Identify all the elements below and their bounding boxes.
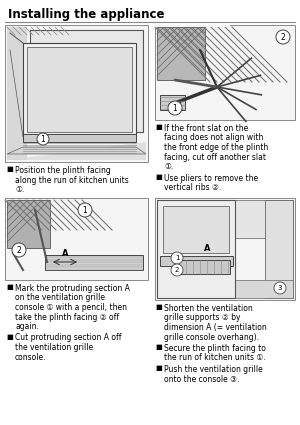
Text: ①.: ①.	[164, 162, 173, 171]
Text: 1: 1	[175, 255, 179, 261]
Text: ①.: ①.	[15, 185, 24, 194]
Text: 3: 3	[278, 285, 282, 291]
Bar	[45, 255, 143, 270]
Text: Mark the protruding section A: Mark the protruding section A	[15, 284, 130, 293]
Bar	[5, 198, 148, 280]
Text: 2: 2	[16, 246, 21, 255]
Text: Secure the plinth facing to: Secure the plinth facing to	[164, 344, 266, 353]
Bar	[27, 47, 132, 132]
Text: ■: ■	[155, 365, 162, 371]
Text: again.: again.	[15, 322, 39, 331]
Text: the ventilation grille: the ventilation grille	[15, 343, 93, 352]
Text: on the ventilation grille: on the ventilation grille	[15, 294, 105, 303]
Text: ■: ■	[6, 166, 13, 172]
Bar	[7, 200, 50, 248]
Text: along the run of kitchen units: along the run of kitchen units	[15, 176, 129, 184]
Bar	[5, 25, 148, 162]
Circle shape	[168, 101, 182, 115]
Text: 2: 2	[280, 32, 285, 42]
Text: ■: ■	[155, 304, 162, 310]
Text: facing does not align with: facing does not align with	[164, 133, 263, 142]
Circle shape	[12, 243, 26, 257]
Text: grille supports ② by: grille supports ② by	[164, 314, 241, 323]
Bar	[160, 256, 233, 266]
Text: A: A	[62, 249, 68, 258]
Circle shape	[37, 133, 49, 145]
Bar	[23, 134, 136, 142]
Bar	[265, 200, 293, 298]
Text: Use pliers to remove the: Use pliers to remove the	[164, 173, 258, 182]
Polygon shape	[7, 142, 146, 160]
Text: A: A	[204, 244, 210, 253]
Text: 1: 1	[172, 104, 177, 113]
Bar	[157, 200, 293, 238]
Bar	[160, 95, 185, 110]
Text: Position the plinth facing: Position the plinth facing	[15, 166, 111, 175]
Circle shape	[78, 203, 92, 217]
Text: vertical ribs ②.: vertical ribs ②.	[164, 183, 221, 192]
Bar	[157, 27, 205, 80]
Circle shape	[276, 30, 290, 44]
Circle shape	[274, 282, 286, 294]
Text: the run of kitchen units ①.: the run of kitchen units ①.	[164, 354, 266, 363]
Text: console.: console.	[15, 352, 46, 362]
Text: ■: ■	[155, 124, 162, 130]
Circle shape	[171, 252, 183, 264]
Text: dimension A (= ventilation: dimension A (= ventilation	[164, 323, 267, 332]
Text: ■: ■	[6, 334, 13, 340]
Text: 2: 2	[175, 267, 179, 273]
Text: If the front slat on the: If the front slat on the	[164, 124, 248, 133]
Text: Shorten the ventilation: Shorten the ventilation	[164, 304, 253, 313]
Bar	[30, 30, 143, 132]
Polygon shape	[7, 147, 146, 154]
Text: Cut protruding section A off: Cut protruding section A off	[15, 334, 122, 343]
Bar	[157, 200, 235, 298]
Circle shape	[171, 264, 183, 276]
Text: ■: ■	[155, 344, 162, 350]
Polygon shape	[157, 280, 293, 298]
Text: grille console overhang).: grille console overhang).	[164, 332, 259, 342]
Polygon shape	[7, 27, 27, 160]
Text: onto the console ③.: onto the console ③.	[164, 374, 239, 383]
Text: take the plinth facing ② off: take the plinth facing ② off	[15, 312, 119, 321]
Text: ■: ■	[6, 284, 13, 290]
Bar	[155, 25, 295, 120]
Text: console ① with a pencil, then: console ① with a pencil, then	[15, 303, 127, 312]
Text: ■: ■	[155, 173, 162, 179]
Text: Installing the appliance: Installing the appliance	[8, 8, 164, 21]
Text: 1: 1	[82, 206, 87, 215]
Bar	[163, 206, 229, 253]
Bar	[175, 260, 230, 274]
Bar	[23, 43, 136, 137]
Text: the front edge of the plinth: the front edge of the plinth	[164, 143, 268, 152]
Text: Push the ventilation grille: Push the ventilation grille	[164, 365, 263, 374]
Bar	[155, 198, 295, 300]
Text: facing, cut off another slat: facing, cut off another slat	[164, 153, 266, 162]
Bar	[155, 25, 230, 27]
Text: 1: 1	[40, 134, 45, 144]
